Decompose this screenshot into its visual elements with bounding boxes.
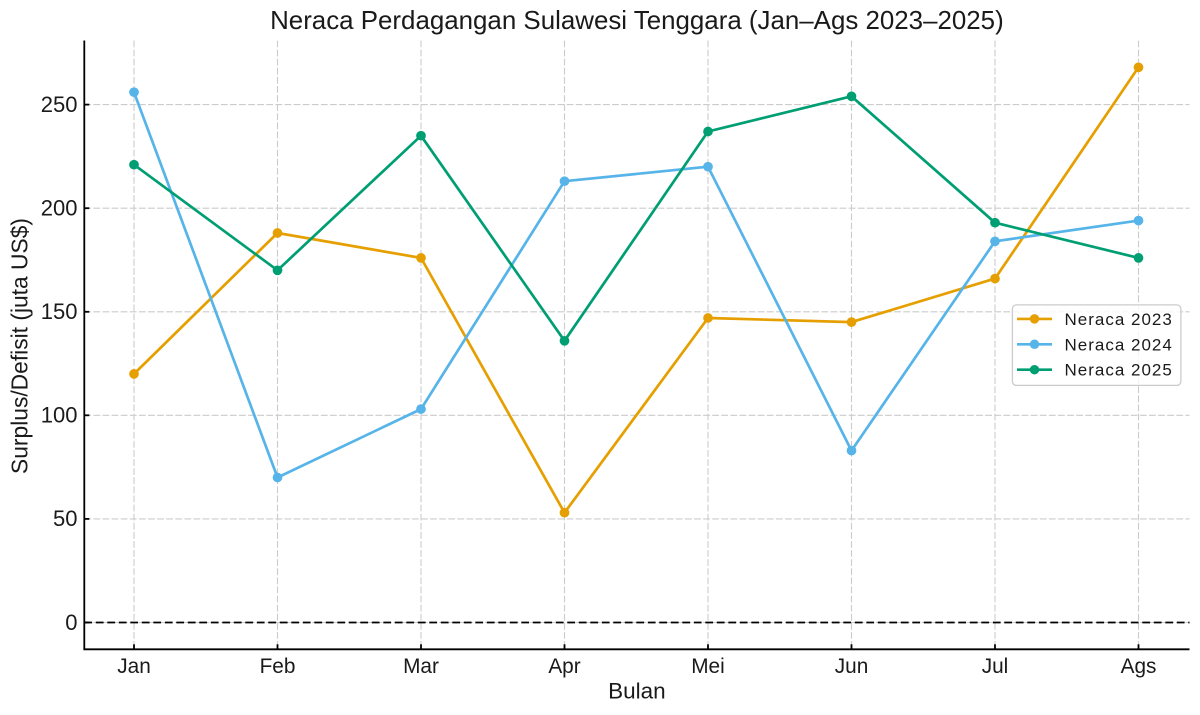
- svg-text:Ags: Ags: [1121, 655, 1157, 678]
- svg-text:Mar: Mar: [403, 655, 439, 678]
- svg-text:150: 150: [41, 299, 78, 324]
- svg-text:Feb: Feb: [260, 655, 296, 678]
- svg-text:Neraca 2025: Neraca 2025: [1065, 361, 1173, 380]
- svg-text:Jun: Jun: [835, 655, 869, 678]
- svg-text:Mei: Mei: [691, 655, 725, 678]
- svg-text:Bulan: Bulan: [608, 679, 666, 704]
- svg-text:250: 250: [41, 92, 78, 117]
- svg-text:50: 50: [53, 506, 77, 531]
- svg-text:Surplus/Defisit (juta US$): Surplus/Defisit (juta US$): [7, 218, 33, 474]
- svg-text:Jan: Jan: [117, 655, 151, 678]
- svg-text:200: 200: [41, 196, 78, 221]
- svg-text:Apr: Apr: [548, 655, 580, 678]
- svg-text:Neraca 2024: Neraca 2024: [1065, 335, 1173, 354]
- svg-text:Jul: Jul: [982, 655, 1009, 678]
- svg-text:0: 0: [65, 610, 77, 635]
- svg-text:Neraca 2023: Neraca 2023: [1065, 310, 1173, 329]
- svg-text:100: 100: [41, 403, 78, 428]
- svg-text:Neraca Perdagangan Sulawesi Te: Neraca Perdagangan Sulawesi Tenggara (Ja…: [270, 7, 1004, 35]
